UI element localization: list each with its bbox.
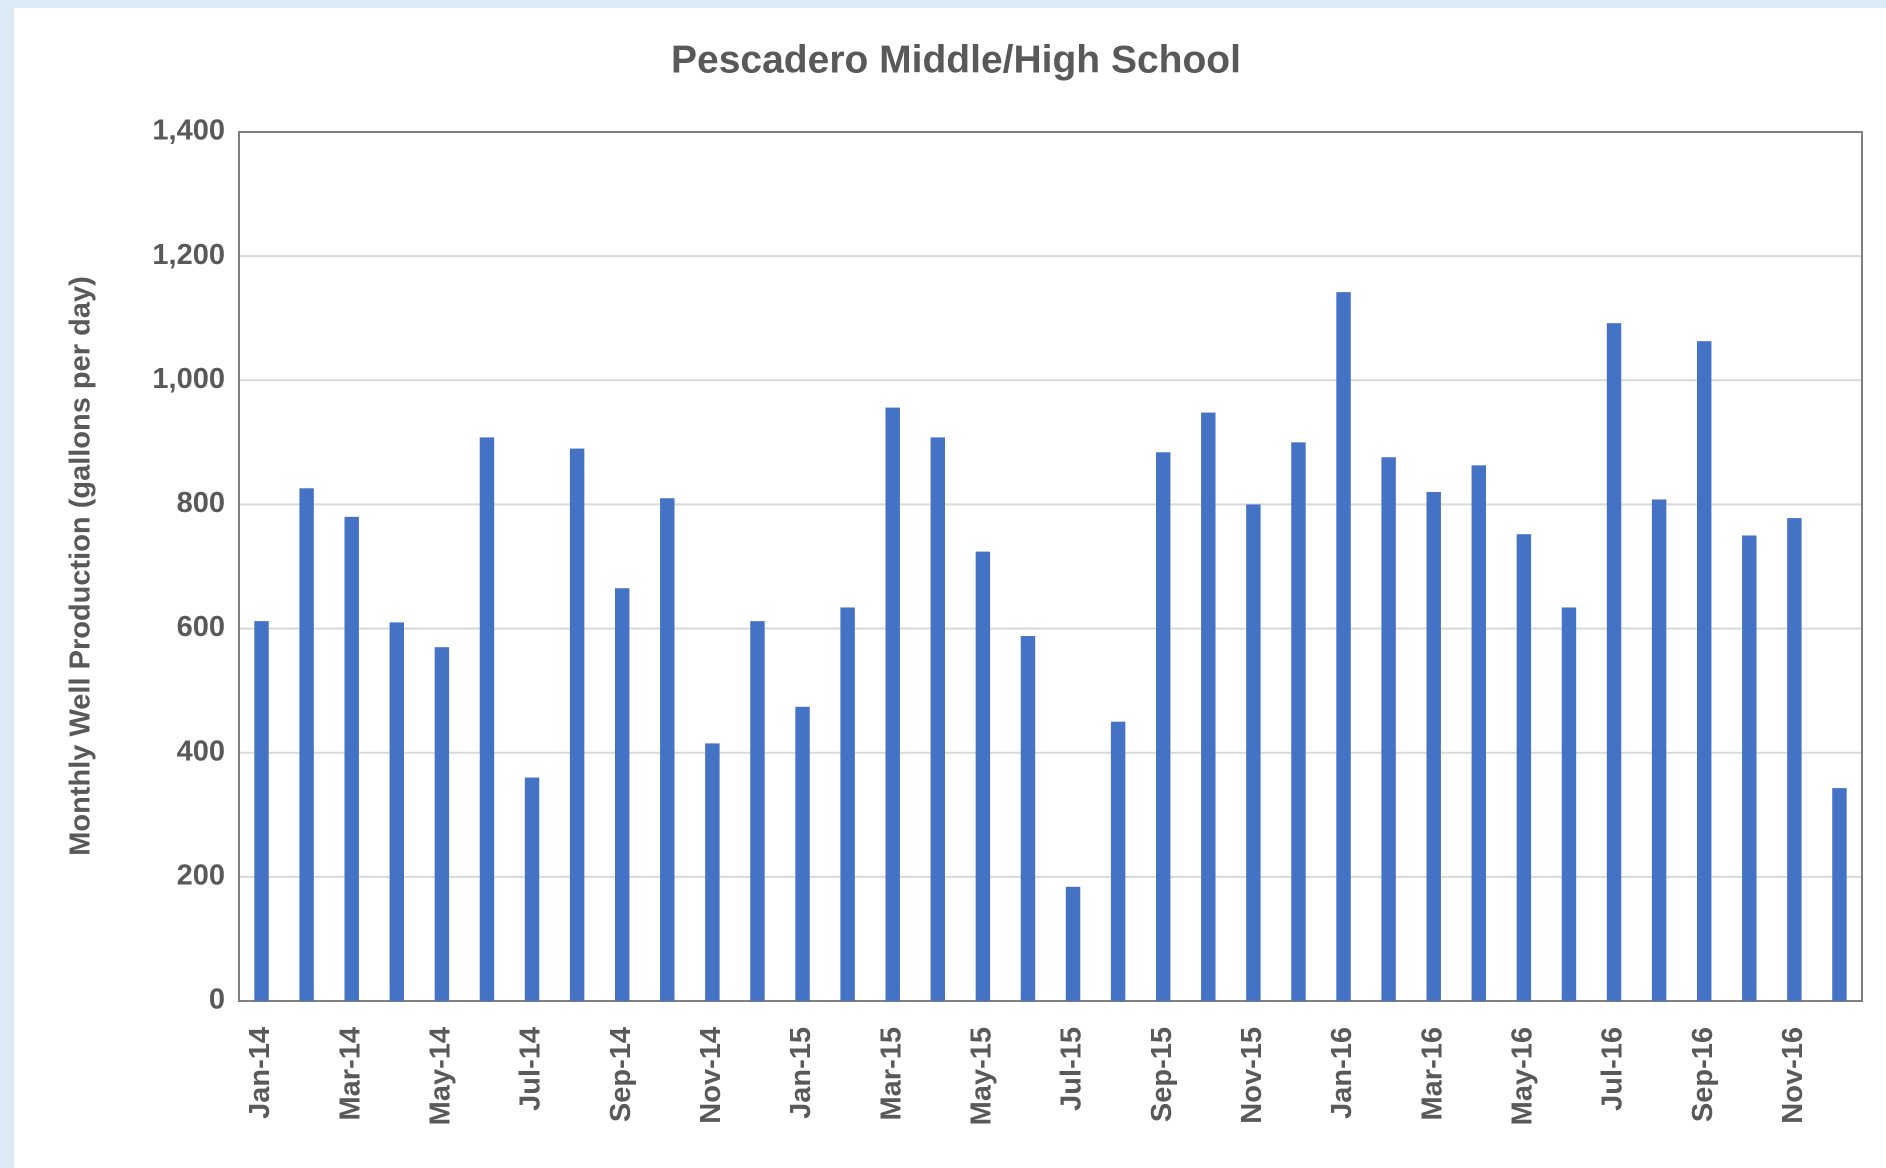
bar <box>660 498 675 1001</box>
x-tick-label: Jul-15 <box>1056 1027 1088 1111</box>
bar <box>1155 452 1171 1001</box>
x-tick-label: Jan-16 <box>1326 1027 1358 1119</box>
bar <box>1561 607 1577 1001</box>
bar <box>1201 412 1216 1001</box>
x-tick-label: Sep-16 <box>1687 1027 1719 1122</box>
bar <box>479 437 495 1001</box>
x-tick-label: Jul-16 <box>1597 1027 1629 1111</box>
y-tick-label: 1,000 <box>152 363 225 395</box>
bar <box>1742 535 1757 1001</box>
bar <box>1516 534 1532 1001</box>
bar <box>930 437 946 1001</box>
x-tick-label: Mar-16 <box>1416 1027 1448 1121</box>
bar <box>1696 341 1712 1001</box>
bar <box>795 706 810 1001</box>
bar <box>389 622 405 1001</box>
bar <box>569 448 585 1001</box>
x-tick-label: Nov-14 <box>695 1027 727 1124</box>
bar <box>614 588 630 1001</box>
x-tick-label: Jul-14 <box>515 1027 547 1111</box>
bar <box>299 488 314 1001</box>
bar <box>705 743 720 1001</box>
x-tick-label: Jan-15 <box>785 1027 817 1119</box>
bar <box>1110 721 1126 1001</box>
y-tick-label: 1,200 <box>152 239 225 271</box>
bar <box>1471 465 1487 1001</box>
bar <box>750 621 765 1001</box>
bar <box>434 647 450 1001</box>
bar <box>975 551 991 1001</box>
x-tick-label: May-14 <box>425 1027 457 1125</box>
bar <box>1606 323 1622 1001</box>
y-tick-label: 200 <box>177 860 225 892</box>
bar <box>344 516 359 1001</box>
x-tick-label: Jan-14 <box>244 1027 276 1119</box>
y-axis-label: Monthly Well Production (gallons per day… <box>65 276 97 856</box>
x-tick-label: Sep-15 <box>1146 1027 1178 1122</box>
bar <box>524 777 540 1001</box>
bar <box>1020 636 1036 1001</box>
x-tick-label: Mar-15 <box>875 1027 907 1121</box>
y-tick-label: 800 <box>177 487 225 519</box>
bar <box>1381 457 1396 1001</box>
bar <box>1426 492 1441 1001</box>
bar <box>254 621 269 1001</box>
bar <box>1651 499 1667 1001</box>
x-tick-label: Nov-16 <box>1777 1027 1809 1124</box>
bar <box>1065 886 1081 1001</box>
bar <box>1787 518 1802 1001</box>
bar <box>1246 504 1261 1001</box>
bar <box>1291 442 1306 1001</box>
plot-frame <box>238 131 1863 1002</box>
x-tick-label: Sep-14 <box>605 1027 637 1122</box>
x-tick-label: Mar-14 <box>334 1027 366 1121</box>
x-tick-label: May-16 <box>1507 1027 1539 1125</box>
y-tick-label: 0 <box>209 984 225 1016</box>
y-tick-label: 1,400 <box>152 115 225 147</box>
chart-title: Pescadero Middle/High School <box>671 38 1241 81</box>
x-tick-label: Nov-15 <box>1236 1027 1268 1124</box>
bar <box>885 407 900 1001</box>
bar <box>1832 788 1847 1001</box>
y-tick-label: 400 <box>177 735 225 767</box>
y-tick-label: 600 <box>177 611 225 643</box>
x-tick-label: May-15 <box>966 1027 998 1125</box>
bar <box>840 607 855 1001</box>
chart-area <box>14 8 1886 1168</box>
bar <box>1336 292 1351 1001</box>
